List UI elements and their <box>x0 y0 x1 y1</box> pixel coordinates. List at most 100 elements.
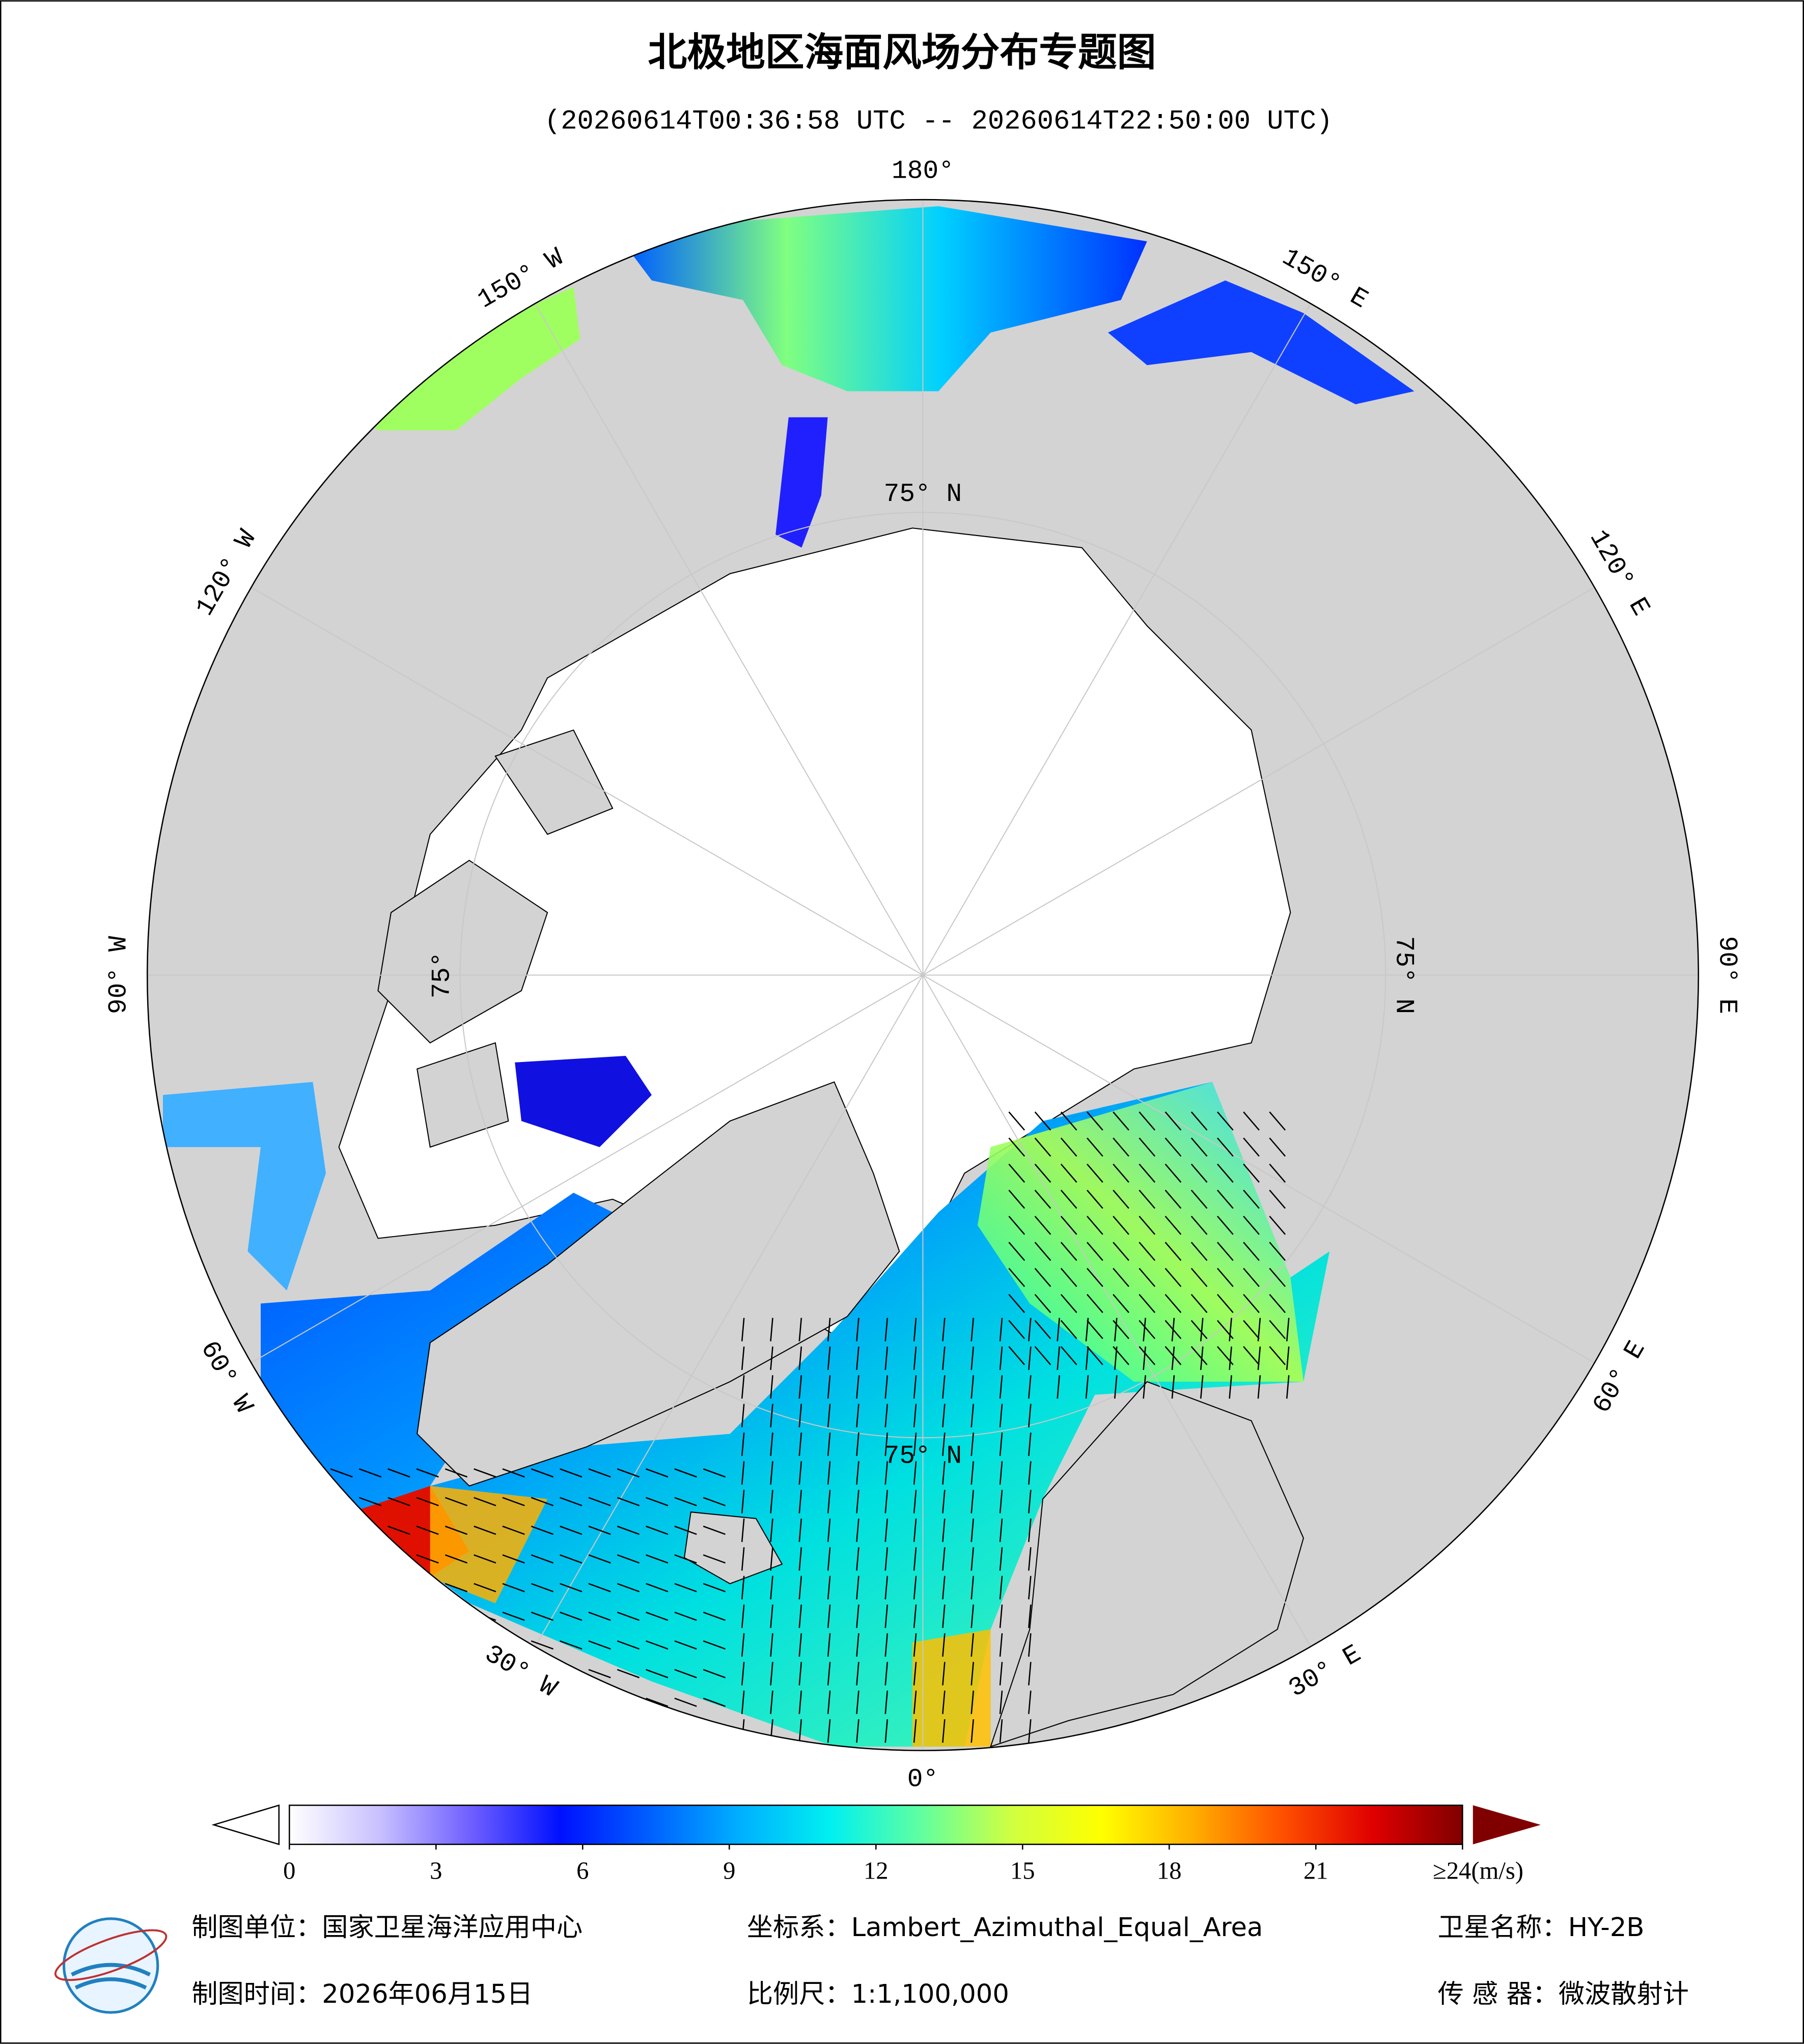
wind-arrow <box>970 1346 975 1370</box>
wind-arrow <box>942 1318 946 1341</box>
wind-arrow <box>741 1318 745 1341</box>
wind-arrow <box>1217 1189 1234 1209</box>
wind-arrow <box>1085 1346 1089 1370</box>
wind-arrow <box>1028 1719 1032 1743</box>
wind-arrow <box>913 1375 917 1399</box>
footer-unit: 制图单位：国家卫星海洋应用中心 <box>191 1912 582 1943</box>
wind-arrow <box>416 1583 439 1592</box>
wind-arrow <box>617 1554 640 1564</box>
wind-arrow <box>798 1318 802 1341</box>
wind-arrow <box>741 1518 745 1542</box>
wind-arrow <box>1190 1346 1208 1365</box>
wind-arrow <box>703 1583 726 1592</box>
wind-bering <box>632 206 1147 391</box>
wind-arrow <box>416 1669 439 1678</box>
wind-arrow <box>1113 1111 1129 1131</box>
lon-label: 90° W <box>104 936 133 1014</box>
map-body <box>147 200 1699 1751</box>
wind-arrow <box>588 1611 611 1621</box>
wind-arrow <box>330 1611 353 1621</box>
wind-arrow <box>1114 1318 1118 1341</box>
meridian <box>922 974 1311 1647</box>
lon-label: 90° E <box>1712 936 1741 1015</box>
wind-arrow <box>502 1583 525 1592</box>
wind-arrow <box>1028 1547 1032 1571</box>
meridian <box>922 586 1595 976</box>
wind-arrow <box>358 1640 382 1650</box>
wind-arrow <box>942 1576 946 1600</box>
wind-arrow <box>445 1583 468 1592</box>
wind-arrow <box>1034 1216 1051 1235</box>
wind-arrow <box>674 1640 697 1650</box>
wind-arrow <box>827 1346 831 1370</box>
wind-patch <box>775 417 828 548</box>
wind-arrow <box>445 1497 468 1506</box>
wind-arrow <box>970 1633 975 1657</box>
wind-arrow <box>1243 1346 1260 1365</box>
wind-arrow <box>617 1640 640 1650</box>
lon-label: 0° <box>907 1765 938 1794</box>
wind-arrow <box>617 1468 640 1478</box>
wind-arrow <box>502 1497 525 1506</box>
wind-arrow <box>1034 1242 1051 1261</box>
wind-arrow <box>1190 1111 1208 1131</box>
wind-arrow <box>703 1726 726 1736</box>
wind-arrow <box>387 1497 410 1506</box>
meridian <box>534 303 924 975</box>
meridian <box>251 974 923 1363</box>
wind-arrow <box>827 1719 831 1743</box>
wind-arrow <box>1028 1404 1032 1427</box>
wind-arrow <box>416 1697 439 1707</box>
wind-arrow <box>999 1690 1003 1714</box>
wind-arrow <box>942 1604 946 1628</box>
wind-arrow <box>884 1633 889 1657</box>
wind-arrow <box>770 1461 773 1485</box>
wind-arrow <box>770 1604 773 1628</box>
wind-arrow <box>999 1604 1003 1628</box>
wind-arrow <box>560 1525 582 1535</box>
wind-arrow <box>999 1518 1003 1542</box>
wind-arrow <box>884 1490 889 1514</box>
scandinavia <box>989 1381 1305 1748</box>
wind-arrow <box>1087 1320 1103 1339</box>
wind-arrow <box>913 1461 917 1485</box>
wind-arrow <box>1190 1294 1208 1313</box>
wind-arrow <box>1243 1111 1260 1131</box>
wind-arrow <box>741 1690 745 1714</box>
wind-arrow <box>1269 1346 1286 1365</box>
wind-arrow <box>1114 1375 1118 1399</box>
wind-arrow <box>884 1375 889 1399</box>
wind-arrow <box>1057 1318 1060 1341</box>
wind-arrow <box>827 1576 831 1600</box>
wind-arrow <box>1217 1163 1234 1183</box>
wind-arrow <box>1034 1163 1051 1183</box>
colorbar-label: 3 <box>430 1857 442 1884</box>
wind-arrow <box>1113 1294 1129 1313</box>
meridian <box>922 303 1311 975</box>
wind-arrow <box>1087 1137 1103 1157</box>
wind-arrow <box>1113 1320 1129 1339</box>
islands <box>377 729 614 1148</box>
wind-arrow <box>741 1490 745 1514</box>
wind-arrow <box>560 1640 582 1650</box>
wind-arrow <box>770 1633 773 1657</box>
wind-arrow <box>617 1611 640 1621</box>
wind-arrow <box>856 1719 859 1743</box>
wind-arrow <box>358 1554 382 1564</box>
wind-arrow <box>1139 1111 1156 1131</box>
wind-arrow <box>913 1662 917 1686</box>
wind-arrow <box>646 1468 669 1478</box>
wind-arrow <box>999 1633 1003 1657</box>
wind-arrow <box>502 1611 525 1621</box>
wind-arrow <box>1028 1662 1032 1686</box>
wind-arrow <box>798 1719 802 1743</box>
wind-arrow <box>999 1404 1003 1427</box>
wind-arrow <box>1257 1375 1261 1399</box>
wind-arrow <box>617 1726 640 1736</box>
wind-arrow <box>970 1662 975 1686</box>
wind-arrow <box>1269 1137 1286 1157</box>
wind-arrow <box>588 1697 611 1707</box>
wind-arrow <box>827 1490 831 1514</box>
footer-scale: 比例尺：1:1,100,000 <box>747 1979 1009 2009</box>
wind-arrow <box>942 1633 946 1657</box>
